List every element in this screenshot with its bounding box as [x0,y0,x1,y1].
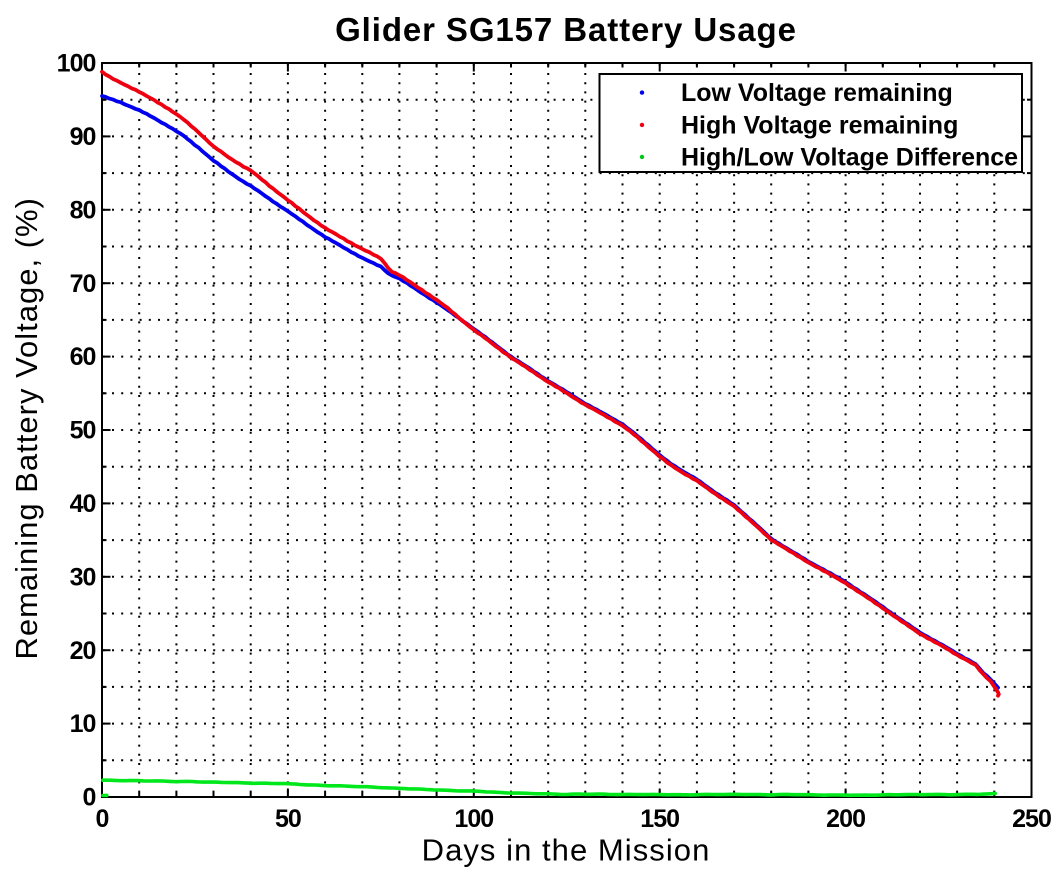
svg-text:50: 50 [275,805,301,833]
svg-text:High/Low Voltage Difference: High/Low Voltage Difference [681,143,1018,171]
svg-text:0: 0 [96,805,109,833]
svg-text:200: 200 [826,805,865,833]
svg-text:Glider SG157 Battery Usage: Glider SG157 Battery Usage [335,11,797,48]
svg-text:30: 30 [70,563,96,591]
svg-text:0: 0 [83,784,96,812]
svg-text:20: 20 [70,637,96,665]
svg-text:Low Voltage remaining: Low Voltage remaining [681,79,953,107]
svg-text:100: 100 [57,50,96,78]
svg-text:60: 60 [70,343,96,371]
svg-text:10: 10 [70,710,96,738]
svg-text:70: 70 [70,270,96,298]
svg-text:100: 100 [454,805,493,833]
svg-text:150: 150 [640,805,679,833]
svg-text:High Voltage remaining: High Voltage remaining [681,111,958,139]
svg-text:90: 90 [70,123,96,151]
svg-text:40: 40 [70,490,96,518]
svg-text:Remaining Battery Voltage, (%): Remaining Battery Voltage, (%) [9,197,44,660]
svg-text:250: 250 [1012,805,1051,833]
svg-text:50: 50 [70,417,96,445]
svg-text:Days in the Mission: Days in the Mission [422,833,711,868]
svg-text:80: 80 [70,196,96,224]
